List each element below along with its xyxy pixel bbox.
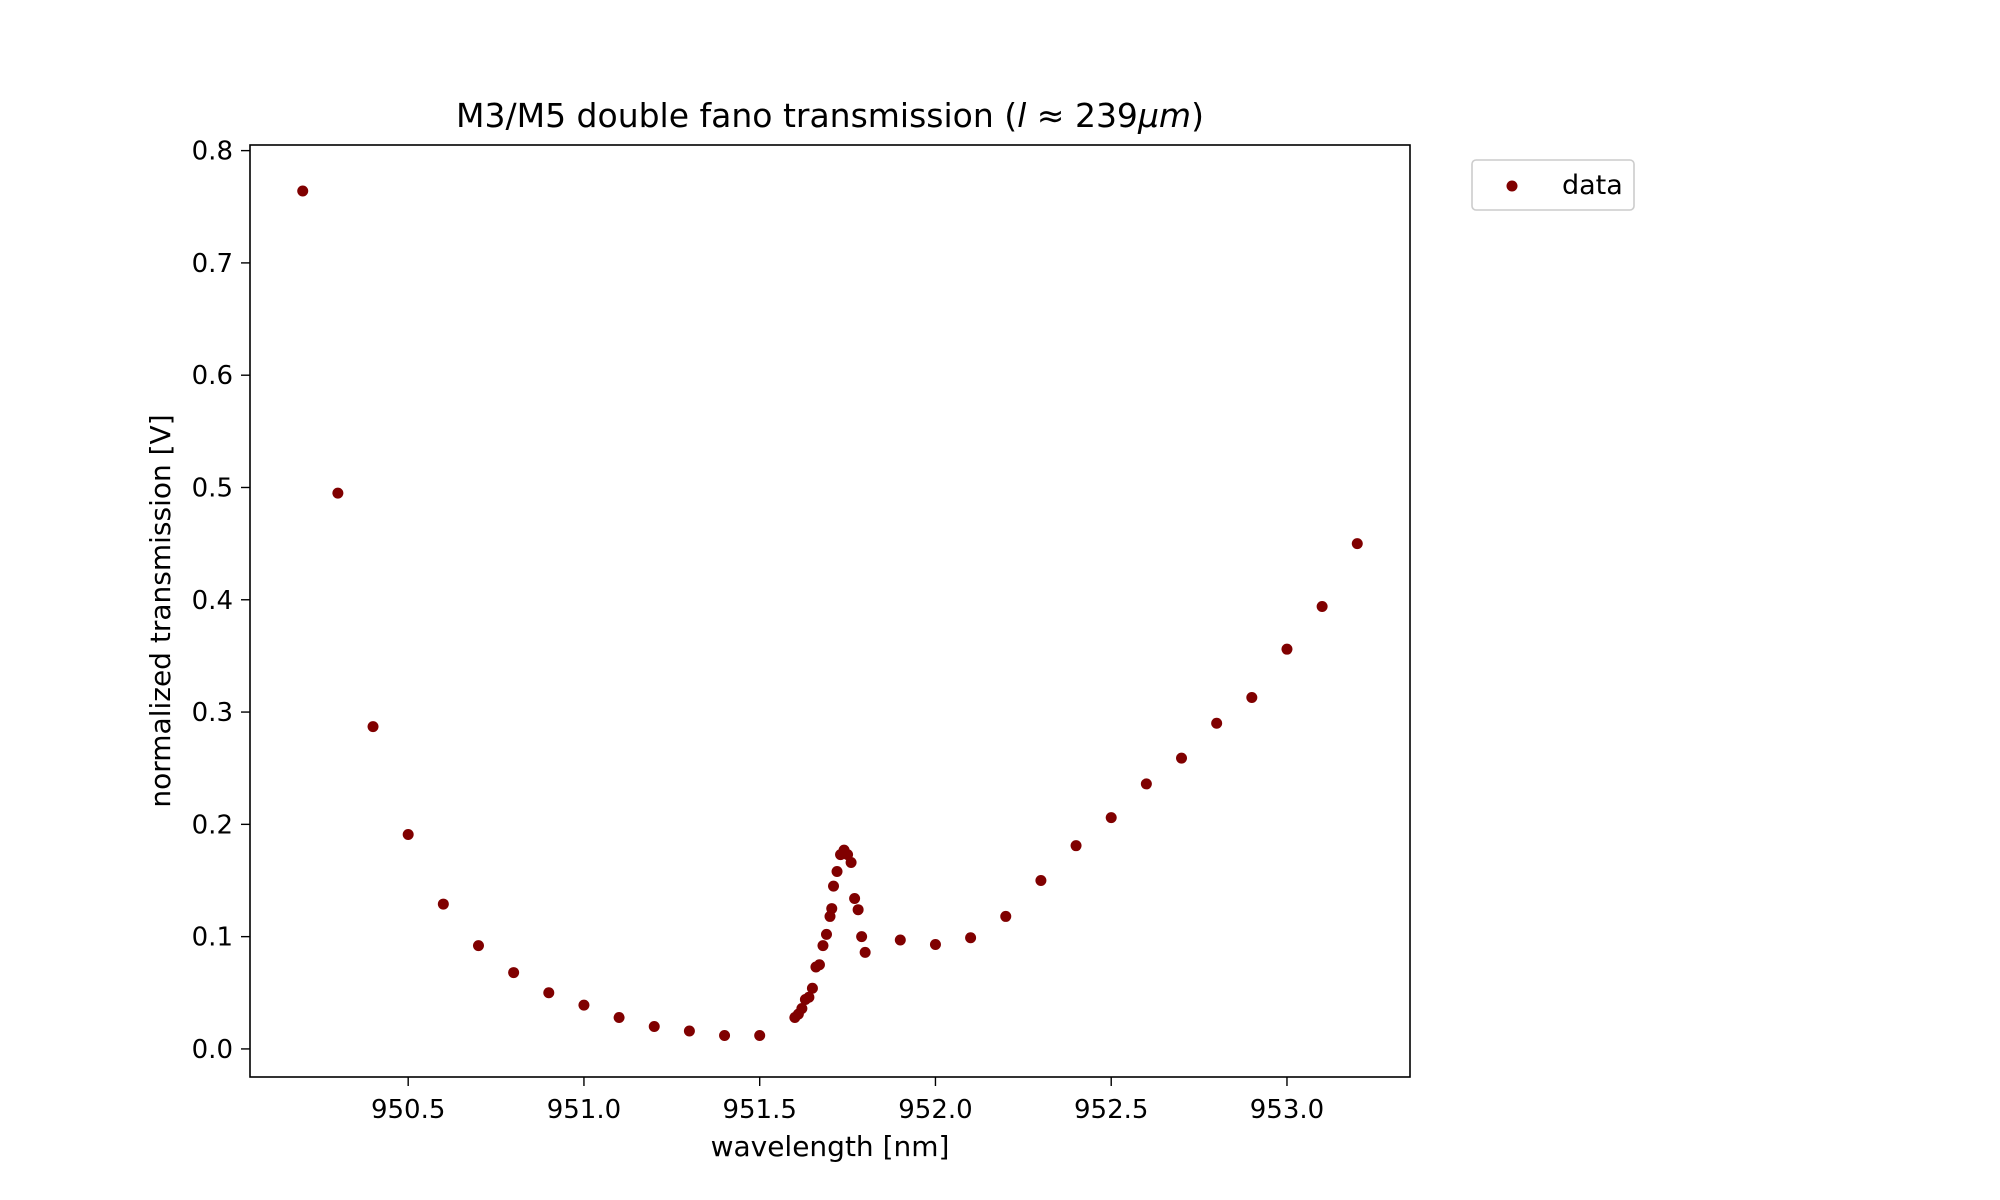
chart-title: M3/M5 double fano transmission (l ≈ 239μ… bbox=[456, 96, 1204, 135]
y-tick-label: 0.1 bbox=[192, 923, 233, 953]
data-point bbox=[965, 932, 977, 944]
y-tick-label: 0.0 bbox=[192, 1035, 233, 1065]
data-point bbox=[1140, 778, 1152, 790]
x-tick-label: 951.5 bbox=[722, 1095, 796, 1125]
y-tick-label: 0.5 bbox=[192, 473, 233, 503]
data-point bbox=[1000, 910, 1012, 922]
y-axis-label: normalized transmission [V] bbox=[144, 414, 177, 807]
data-point bbox=[817, 940, 829, 952]
data-point bbox=[845, 857, 857, 869]
data-point bbox=[1070, 840, 1082, 852]
data-point bbox=[826, 903, 838, 915]
data-point bbox=[1351, 538, 1363, 550]
data-point bbox=[859, 946, 871, 958]
x-tick-label: 950.5 bbox=[371, 1095, 445, 1125]
data-point bbox=[754, 1029, 766, 1041]
data-point bbox=[613, 1011, 625, 1023]
data-point bbox=[719, 1029, 731, 1041]
data-point bbox=[831, 866, 843, 878]
x-tick-label: 953.0 bbox=[1250, 1095, 1324, 1125]
data-point bbox=[806, 982, 818, 994]
data-point bbox=[683, 1025, 695, 1037]
data-point bbox=[508, 967, 520, 979]
data-point bbox=[796, 1003, 808, 1015]
x-axis-label: wavelength [nm] bbox=[711, 1130, 950, 1163]
y-tick-label: 0.4 bbox=[192, 586, 233, 616]
data-point bbox=[1211, 717, 1223, 729]
x-tick-label: 951.0 bbox=[547, 1095, 621, 1125]
legend-box bbox=[1471, 159, 1635, 211]
data-point bbox=[578, 999, 590, 1011]
x-tick-label: 952.5 bbox=[1074, 1095, 1148, 1125]
data-point bbox=[543, 987, 555, 999]
data-point bbox=[402, 828, 414, 840]
data-point bbox=[929, 938, 941, 950]
data-point bbox=[332, 487, 344, 499]
y-tick-label: 0.7 bbox=[192, 249, 233, 279]
data-point bbox=[1246, 691, 1258, 703]
x-tick-label: 952.0 bbox=[898, 1095, 972, 1125]
data-point bbox=[852, 904, 864, 916]
legend-label: data bbox=[1562, 170, 1623, 201]
data-point bbox=[1105, 812, 1117, 824]
data-point bbox=[828, 880, 840, 892]
data-point bbox=[856, 931, 868, 943]
data-point bbox=[367, 721, 379, 733]
y-tick-label: 0.3 bbox=[192, 698, 233, 728]
data-point bbox=[648, 1020, 660, 1032]
legend-marker bbox=[1506, 180, 1518, 192]
data-point bbox=[437, 898, 449, 910]
data-point bbox=[803, 991, 815, 1003]
data-point bbox=[297, 185, 309, 197]
data-point bbox=[1316, 601, 1328, 613]
data-point bbox=[820, 928, 832, 940]
data-point bbox=[849, 892, 861, 904]
data-point bbox=[1176, 752, 1188, 764]
plot-frame bbox=[249, 144, 1411, 1078]
data-point bbox=[813, 959, 825, 971]
y-tick-label: 0.8 bbox=[192, 137, 233, 167]
data-point bbox=[472, 940, 484, 952]
y-tick-label: 0.6 bbox=[192, 361, 233, 391]
data-point bbox=[1281, 643, 1293, 655]
data-point bbox=[1035, 874, 1047, 886]
y-tick-label: 0.2 bbox=[192, 810, 233, 840]
data-point bbox=[894, 934, 906, 946]
